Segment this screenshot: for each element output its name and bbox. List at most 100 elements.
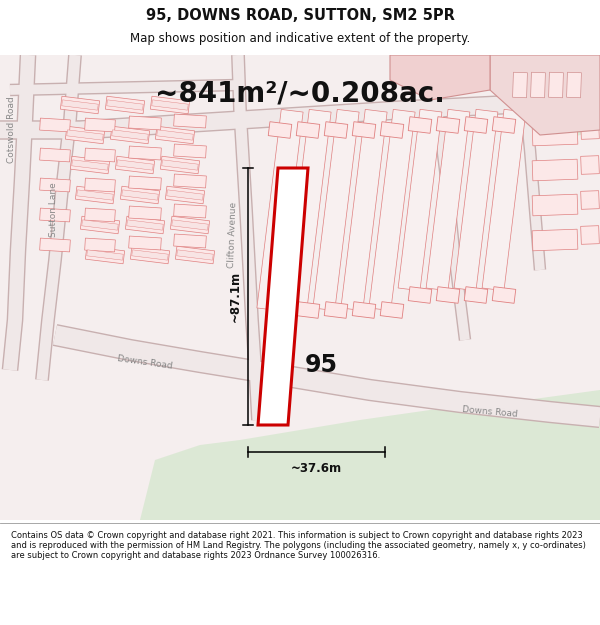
Text: Downs Road: Downs Road	[117, 354, 173, 371]
Polygon shape	[581, 156, 599, 174]
Polygon shape	[85, 148, 115, 162]
Polygon shape	[436, 117, 460, 133]
Polygon shape	[80, 216, 119, 234]
Polygon shape	[85, 246, 125, 264]
Polygon shape	[87, 250, 123, 260]
Polygon shape	[380, 122, 404, 138]
Polygon shape	[70, 156, 110, 174]
Polygon shape	[173, 144, 206, 158]
Polygon shape	[62, 100, 98, 110]
Polygon shape	[257, 109, 303, 311]
Polygon shape	[532, 159, 578, 181]
Text: ~37.6m: ~37.6m	[291, 462, 342, 475]
Polygon shape	[85, 118, 115, 132]
Text: 95: 95	[305, 353, 338, 377]
Polygon shape	[121, 186, 160, 204]
Polygon shape	[85, 178, 115, 192]
Polygon shape	[268, 122, 292, 138]
Polygon shape	[369, 109, 415, 311]
Polygon shape	[492, 287, 516, 303]
Polygon shape	[296, 122, 320, 138]
Polygon shape	[130, 246, 170, 264]
Polygon shape	[426, 109, 470, 291]
Polygon shape	[106, 96, 145, 114]
Polygon shape	[490, 55, 600, 135]
Polygon shape	[436, 287, 460, 303]
Polygon shape	[492, 117, 516, 133]
Polygon shape	[167, 190, 203, 200]
Polygon shape	[112, 130, 148, 140]
Polygon shape	[548, 72, 563, 98]
Polygon shape	[581, 121, 599, 139]
Text: Downs Road: Downs Road	[462, 405, 518, 419]
Polygon shape	[352, 122, 376, 138]
Polygon shape	[173, 234, 206, 248]
Text: Cotswold Road: Cotswold Road	[7, 97, 17, 163]
Polygon shape	[67, 130, 103, 140]
Polygon shape	[177, 250, 213, 260]
Polygon shape	[324, 122, 348, 138]
Polygon shape	[341, 109, 387, 311]
Polygon shape	[122, 190, 158, 200]
Polygon shape	[512, 72, 527, 98]
Polygon shape	[408, 117, 432, 133]
Polygon shape	[581, 86, 599, 104]
Polygon shape	[128, 146, 161, 160]
Polygon shape	[566, 72, 581, 98]
Polygon shape	[530, 72, 545, 98]
Text: Sutton Lane: Sutton Lane	[49, 182, 58, 238]
Polygon shape	[162, 160, 198, 170]
Polygon shape	[157, 130, 193, 140]
Polygon shape	[82, 220, 118, 230]
Polygon shape	[160, 156, 200, 174]
Polygon shape	[532, 89, 578, 111]
Polygon shape	[172, 220, 208, 230]
Polygon shape	[175, 246, 215, 264]
Polygon shape	[581, 226, 599, 244]
Polygon shape	[173, 114, 206, 128]
Polygon shape	[128, 236, 161, 250]
Polygon shape	[107, 100, 143, 110]
Polygon shape	[166, 186, 205, 204]
Polygon shape	[40, 178, 70, 192]
Polygon shape	[390, 55, 490, 100]
Polygon shape	[127, 220, 163, 230]
Polygon shape	[408, 287, 432, 303]
Polygon shape	[128, 206, 161, 220]
Polygon shape	[464, 117, 488, 133]
Polygon shape	[40, 238, 70, 252]
Polygon shape	[454, 109, 498, 291]
Polygon shape	[128, 176, 161, 190]
Polygon shape	[40, 208, 70, 222]
Polygon shape	[85, 208, 115, 222]
Polygon shape	[110, 126, 149, 144]
Polygon shape	[72, 160, 108, 170]
Polygon shape	[398, 109, 442, 291]
Polygon shape	[324, 302, 348, 318]
Polygon shape	[140, 390, 600, 520]
Polygon shape	[61, 96, 100, 114]
Text: Map shows position and indicative extent of the property.: Map shows position and indicative extent…	[130, 32, 470, 45]
Polygon shape	[40, 148, 70, 162]
Polygon shape	[77, 190, 113, 200]
Polygon shape	[152, 100, 188, 110]
Polygon shape	[125, 216, 164, 234]
Polygon shape	[285, 109, 331, 311]
Polygon shape	[258, 168, 308, 425]
Polygon shape	[173, 204, 206, 218]
Polygon shape	[352, 302, 376, 318]
Polygon shape	[313, 109, 359, 311]
Polygon shape	[581, 191, 599, 209]
Polygon shape	[532, 124, 578, 146]
Polygon shape	[155, 126, 194, 144]
Polygon shape	[380, 302, 404, 318]
Polygon shape	[151, 96, 190, 114]
Polygon shape	[170, 216, 209, 234]
Polygon shape	[128, 116, 161, 130]
Polygon shape	[500, 55, 600, 140]
Polygon shape	[115, 156, 155, 174]
Polygon shape	[132, 250, 168, 260]
Polygon shape	[173, 174, 206, 188]
Polygon shape	[296, 302, 320, 318]
Text: 95, DOWNS ROAD, SUTTON, SM2 5PR: 95, DOWNS ROAD, SUTTON, SM2 5PR	[146, 8, 454, 23]
